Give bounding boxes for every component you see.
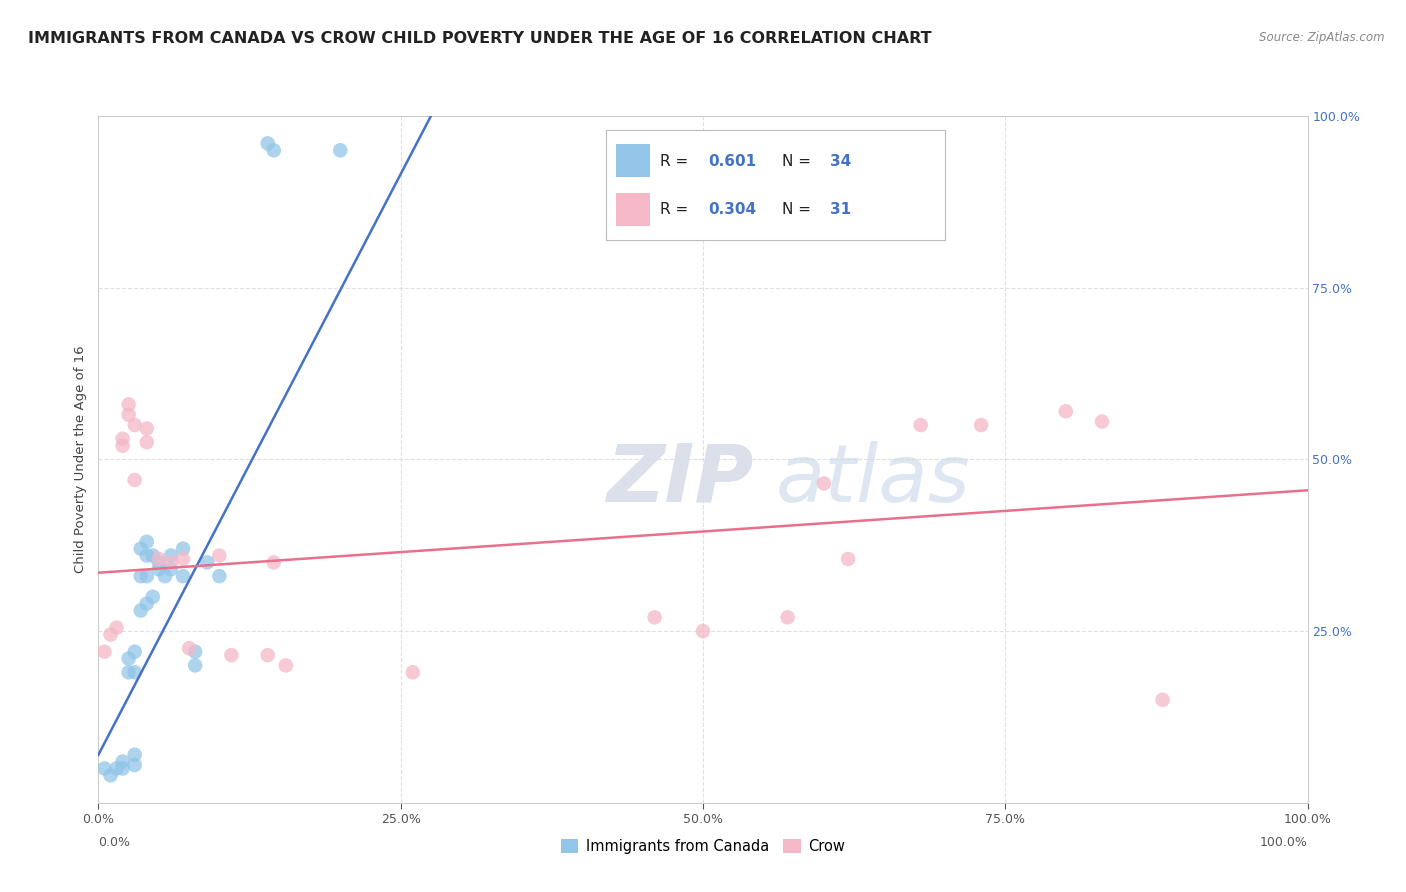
Y-axis label: Child Poverty Under the Age of 16: Child Poverty Under the Age of 16 — [75, 345, 87, 574]
Point — [124, 747, 146, 762]
Point — [274, 658, 297, 673]
Point — [172, 552, 194, 566]
Point — [129, 569, 152, 583]
Point — [129, 603, 152, 617]
Point — [910, 417, 932, 433]
Point — [111, 439, 134, 453]
Point — [124, 758, 146, 772]
Point — [776, 610, 799, 624]
Point — [153, 569, 176, 583]
Point — [179, 641, 201, 656]
Point — [135, 435, 157, 450]
Text: 100.0%: 100.0% — [1260, 837, 1308, 849]
Point — [124, 417, 146, 433]
Point — [135, 597, 157, 611]
Point — [221, 648, 243, 662]
Point — [1091, 415, 1114, 429]
Point — [100, 627, 122, 641]
Point — [135, 569, 157, 583]
Point — [148, 555, 170, 570]
Point — [1054, 404, 1077, 418]
Point — [644, 610, 666, 624]
Point — [148, 552, 170, 566]
Point — [105, 761, 128, 775]
Point — [172, 569, 194, 583]
Point — [208, 549, 231, 563]
Point — [93, 645, 115, 659]
Text: ZIP: ZIP — [606, 441, 754, 519]
Point — [100, 768, 122, 782]
Point — [135, 549, 157, 563]
Point — [148, 562, 170, 576]
Point — [256, 136, 278, 151]
Point — [111, 432, 134, 446]
Point — [813, 476, 835, 491]
Point — [135, 421, 157, 435]
Legend: Immigrants from Canada, Crow: Immigrants from Canada, Crow — [555, 832, 851, 860]
Point — [111, 755, 134, 769]
Point — [195, 555, 218, 570]
Point — [263, 555, 285, 570]
Point — [160, 555, 183, 570]
Point — [208, 569, 231, 583]
Point — [142, 590, 165, 604]
Text: IMMIGRANTS FROM CANADA VS CROW CHILD POVERTY UNDER THE AGE OF 16 CORRELATION CHA: IMMIGRANTS FROM CANADA VS CROW CHILD POV… — [28, 31, 932, 46]
Point — [124, 473, 146, 487]
Point — [160, 549, 183, 563]
Point — [172, 541, 194, 556]
Point — [970, 417, 993, 433]
Point — [118, 651, 141, 665]
Point — [329, 144, 352, 158]
Point — [124, 665, 146, 680]
Point — [111, 761, 134, 775]
Point — [105, 621, 128, 635]
Point — [837, 552, 859, 566]
Point — [142, 549, 165, 563]
Point — [135, 534, 157, 549]
Point — [402, 665, 425, 680]
Point — [256, 648, 278, 662]
Point — [118, 408, 141, 422]
Point — [1152, 692, 1174, 706]
Point — [93, 761, 115, 775]
Point — [160, 562, 183, 576]
Point — [263, 144, 285, 158]
Point — [118, 665, 141, 680]
Point — [184, 645, 207, 659]
Text: Source: ZipAtlas.com: Source: ZipAtlas.com — [1260, 31, 1385, 45]
Text: atlas: atlas — [776, 441, 970, 519]
Point — [118, 397, 141, 411]
Point — [184, 658, 207, 673]
Point — [129, 541, 152, 556]
Text: 0.0%: 0.0% — [98, 837, 131, 849]
Point — [692, 624, 714, 639]
Point — [124, 645, 146, 659]
